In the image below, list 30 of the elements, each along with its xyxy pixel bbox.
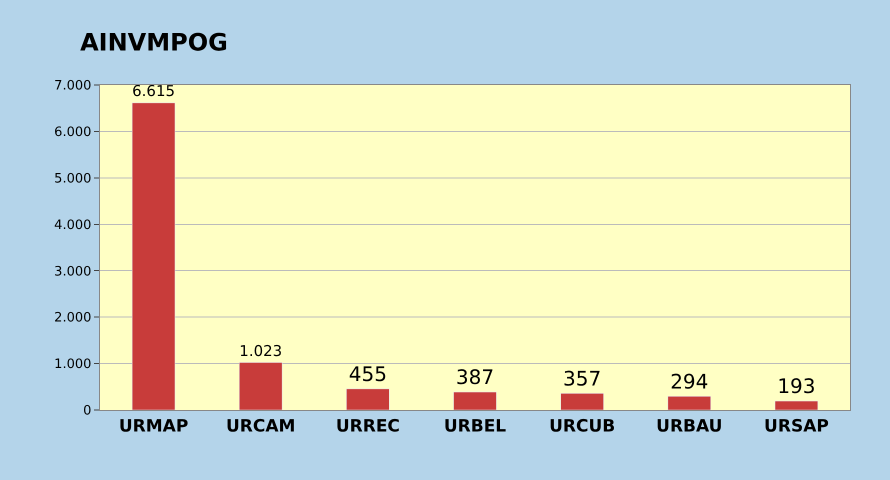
x-tick-label: URSAP bbox=[764, 416, 829, 436]
y-tick-label: 1.000 bbox=[54, 357, 92, 372]
data-label: 193 bbox=[777, 374, 816, 398]
x-tick-label: URMAP bbox=[118, 416, 188, 436]
y-tick-label: 3.000 bbox=[54, 264, 92, 280]
y-tick-label: 5.000 bbox=[54, 171, 92, 186]
data-label: 6.615 bbox=[132, 82, 175, 100]
data-label: 294 bbox=[670, 369, 708, 394]
data-label: 357 bbox=[563, 366, 602, 390]
bar bbox=[132, 102, 176, 410]
bar bbox=[346, 388, 390, 410]
data-label: 1.023 bbox=[239, 342, 282, 360]
x-tick-label: URCAM bbox=[226, 416, 296, 436]
y-tick-label: 6.000 bbox=[54, 124, 92, 140]
y-tick-label: 7.000 bbox=[54, 78, 92, 94]
bar bbox=[453, 392, 497, 410]
y-tick-label: 2.000 bbox=[54, 310, 92, 326]
y-tick-label: 4.000 bbox=[54, 218, 92, 233]
bar bbox=[560, 393, 604, 410]
data-label: 387 bbox=[456, 365, 494, 390]
data-label: 455 bbox=[348, 362, 387, 386]
x-tick-label: URREC bbox=[336, 416, 400, 436]
bar bbox=[668, 396, 711, 410]
x-tick-label: URBEL bbox=[444, 416, 506, 436]
chart-title: AINVMPOG bbox=[80, 28, 228, 56]
y-tick-label: 0 bbox=[83, 404, 92, 419]
bar bbox=[239, 362, 282, 410]
bar bbox=[774, 400, 818, 410]
x-tick-label: URBAU bbox=[656, 416, 722, 436]
x-tick-label: URCUB bbox=[549, 416, 616, 436]
